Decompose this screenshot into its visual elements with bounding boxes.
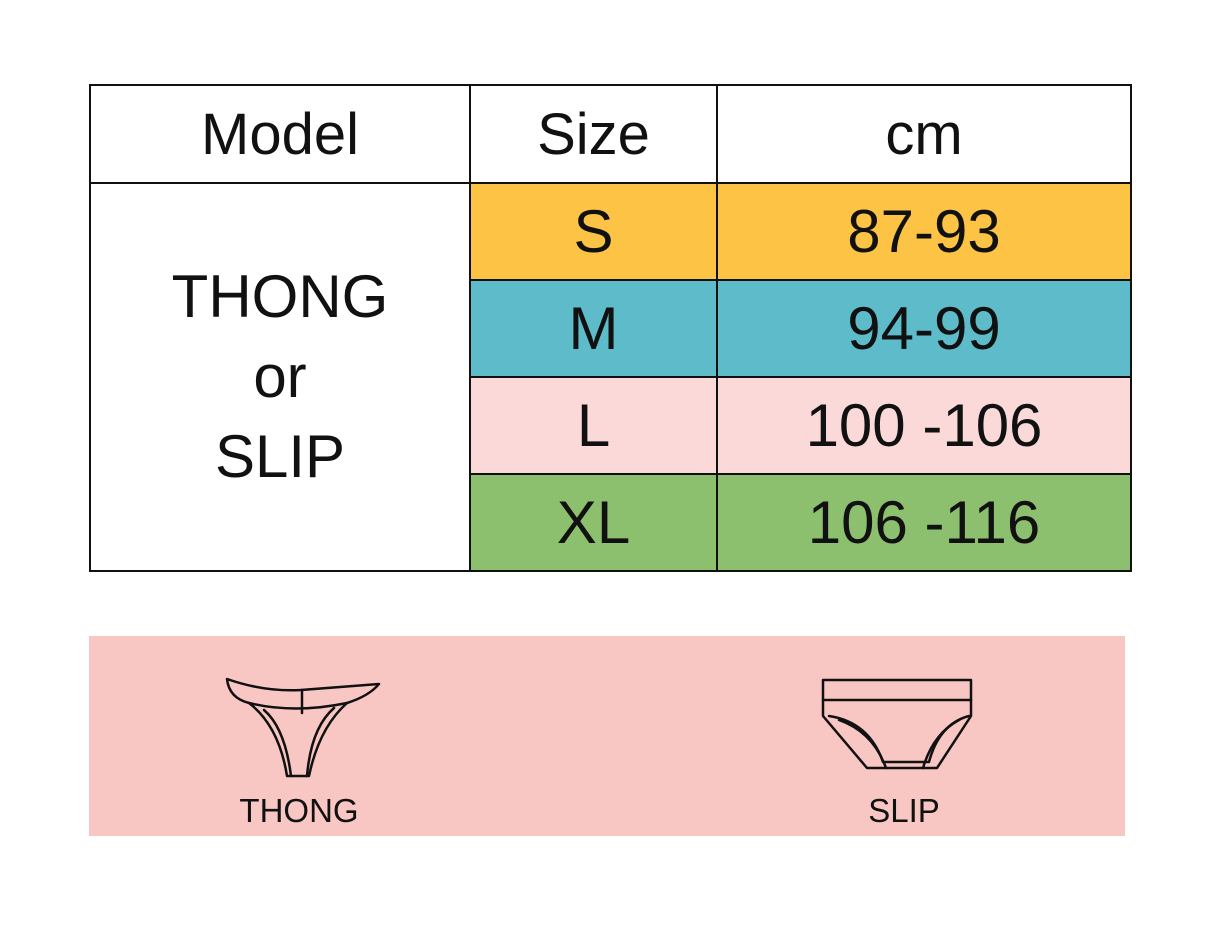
slip-icon bbox=[821, 678, 973, 770]
table-row: M 94-99 bbox=[90, 279, 1132, 378]
size-cell-m: M bbox=[469, 279, 718, 378]
table-row: L 100 -106 bbox=[90, 376, 1132, 475]
header-cm: cm bbox=[716, 84, 1132, 184]
header-model: Model bbox=[89, 84, 471, 184]
header-row: Model Size cm bbox=[89, 84, 1132, 184]
thong-item: THONG bbox=[209, 636, 389, 836]
cm-cell-m: 94-99 bbox=[716, 279, 1132, 378]
thong-label: THONG bbox=[239, 792, 359, 829]
model-line-slip: SLIP bbox=[214, 423, 346, 490]
model-line-or: or bbox=[253, 343, 307, 410]
table-row: THONG or SLIP S 87-93 bbox=[89, 182, 1132, 572]
slip-item: SLIP bbox=[809, 636, 999, 836]
thong-icon bbox=[225, 677, 381, 778]
cm-cell-l: 100 -106 bbox=[716, 376, 1132, 475]
model-icon-panel: THONG SLIP bbox=[89, 636, 1125, 836]
size-cell-xl: XL bbox=[469, 473, 718, 572]
slip-label: SLIP bbox=[868, 792, 940, 829]
table-row: XL 106 -116 bbox=[90, 473, 1132, 572]
cm-cell-s: 87-93 bbox=[716, 182, 1132, 281]
model-cell: THONG or SLIP bbox=[89, 182, 471, 572]
size-cell-s: S bbox=[469, 182, 718, 281]
model-line-thong: THONG bbox=[171, 263, 389, 330]
size-cell-l: L bbox=[469, 376, 718, 475]
size-chart-table: Model Size cm THONG or SLIP S 87-93 M 94… bbox=[89, 84, 1132, 572]
header-size: Size bbox=[469, 84, 718, 184]
cm-cell-xl: 106 -116 bbox=[716, 473, 1132, 572]
